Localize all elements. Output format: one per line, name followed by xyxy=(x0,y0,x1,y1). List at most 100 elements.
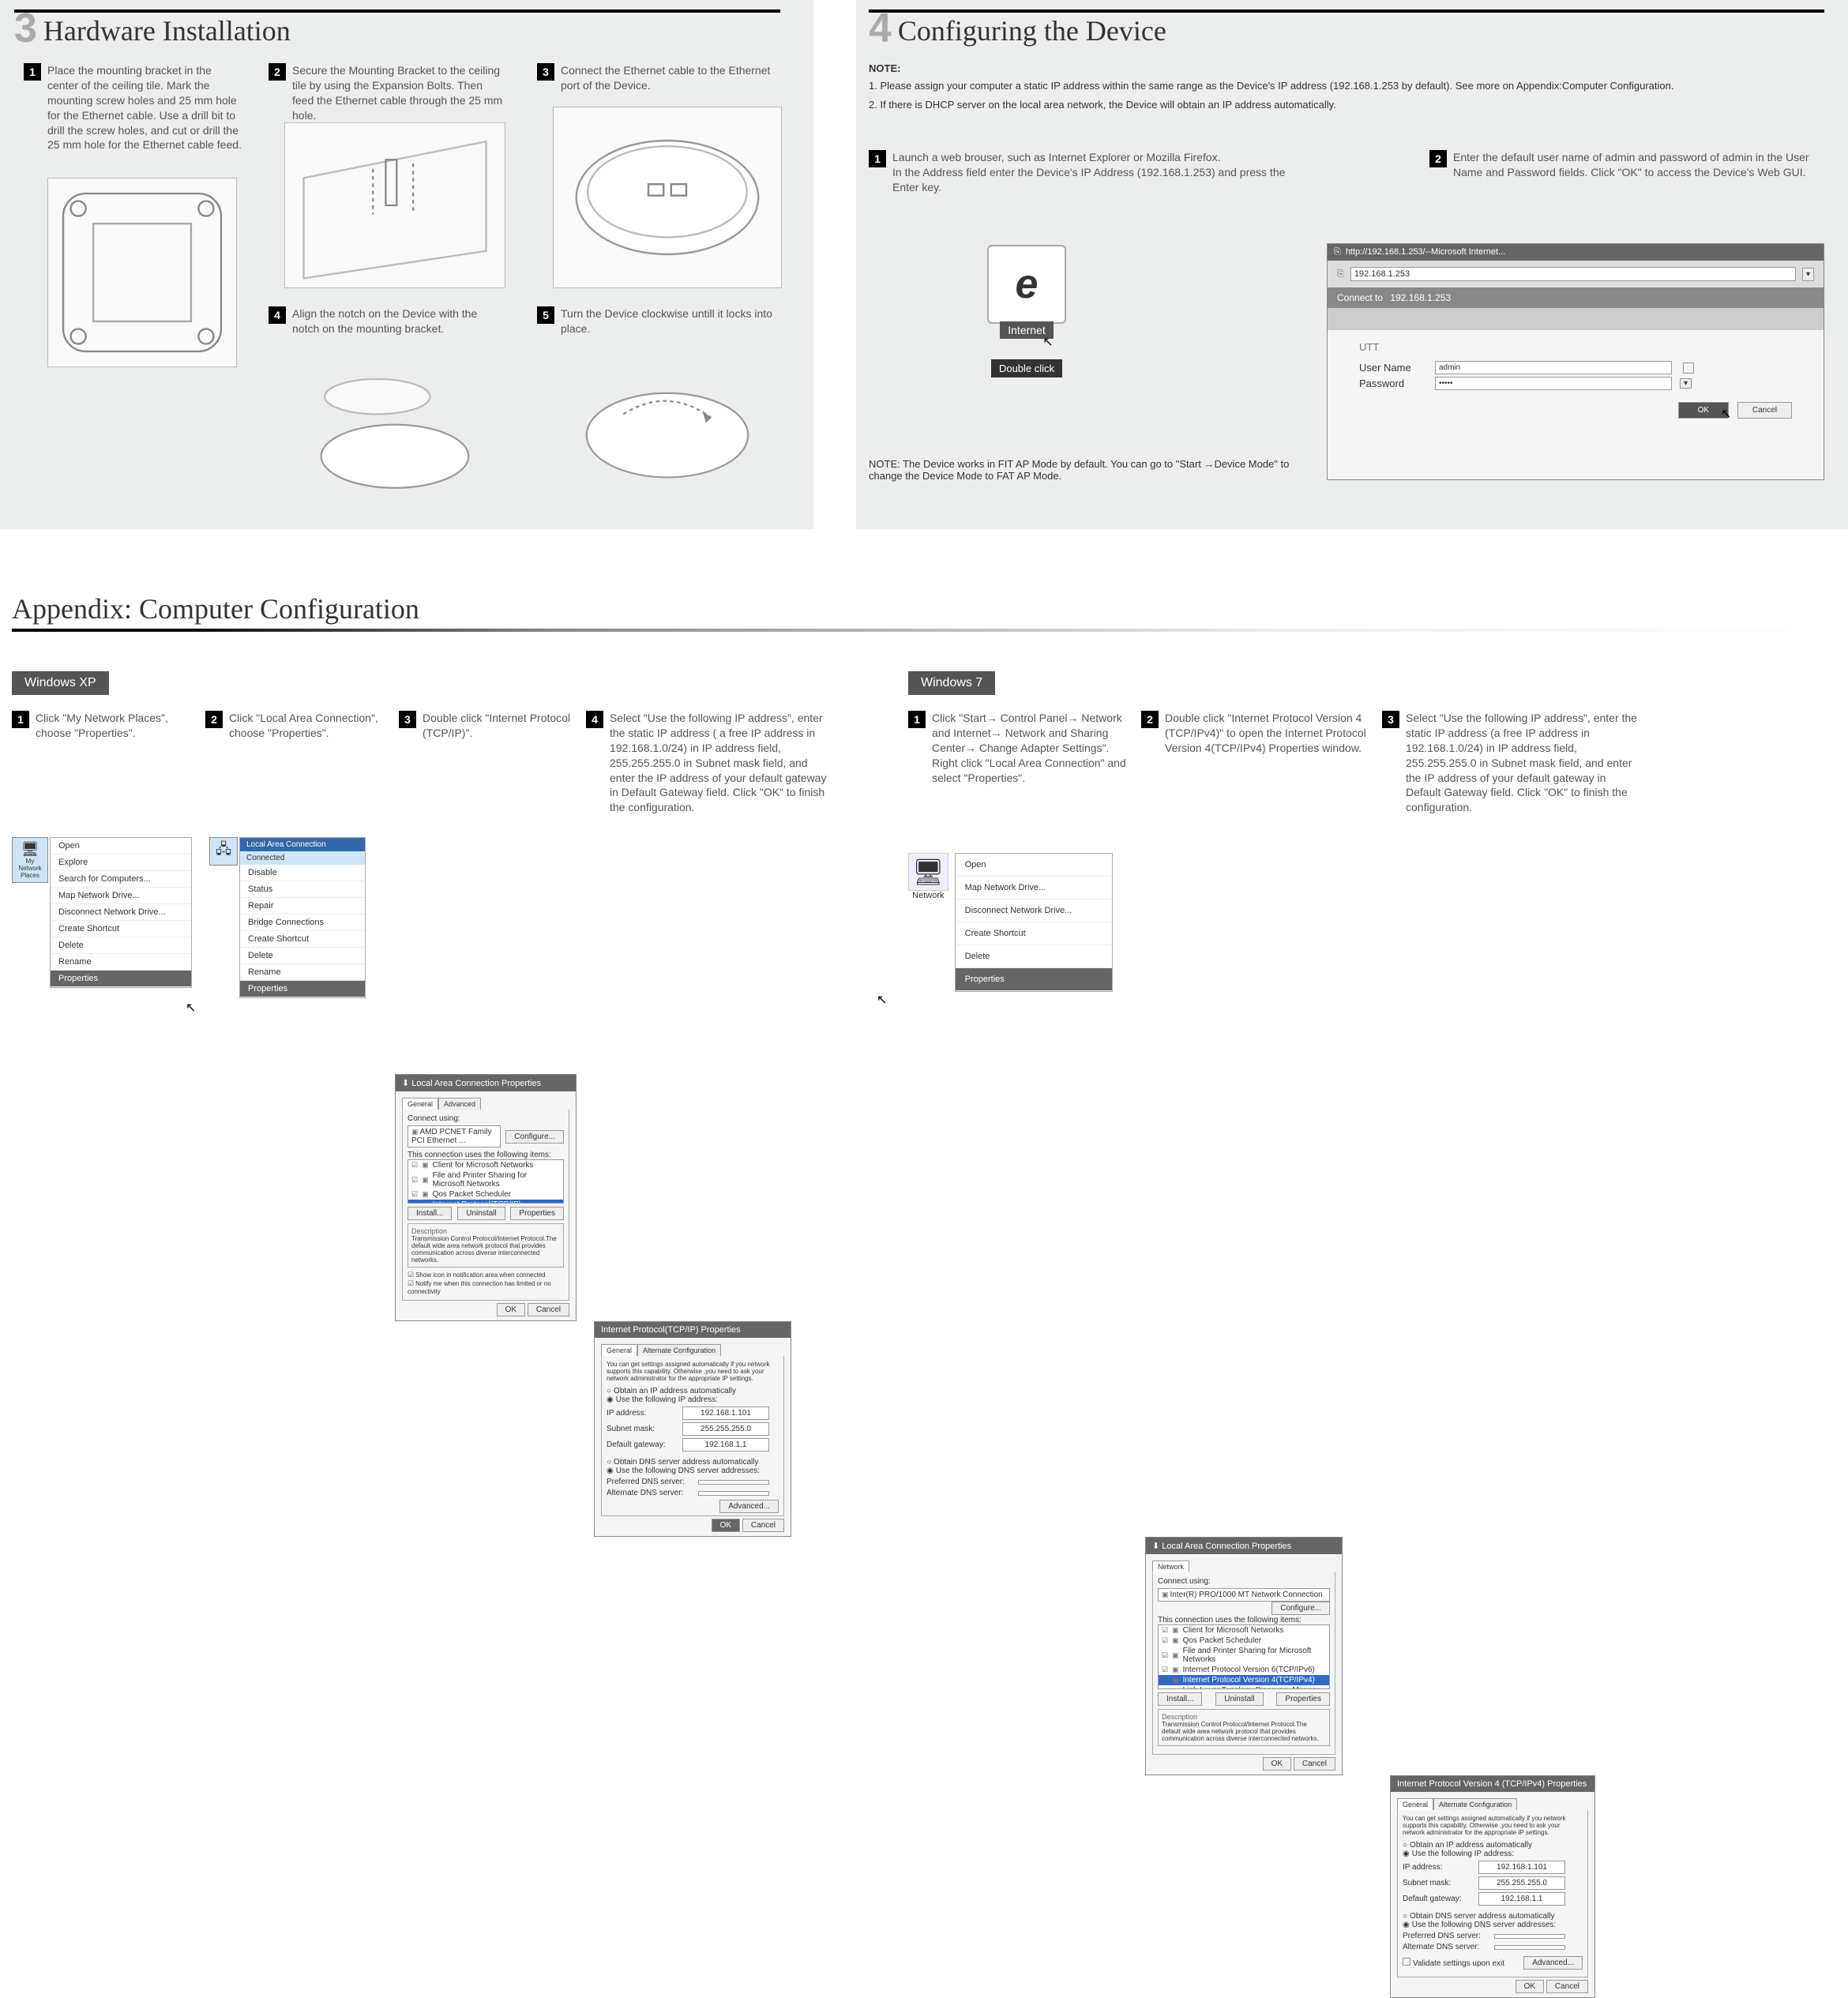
menu-item[interactable]: Disconnect Network Drive... xyxy=(956,899,1112,922)
tab-general[interactable]: General xyxy=(402,1098,438,1110)
validate-check[interactable]: Validate settings upon exit xyxy=(1413,1959,1504,1968)
obtain-dns-radio[interactable]: Obtain DNS server address automatically xyxy=(614,1458,758,1467)
menu-item[interactable]: Repair xyxy=(240,898,365,914)
w7-step3-text: Select "Use the following IP address", e… xyxy=(1406,711,1643,815)
notify-check[interactable]: Notify me when this connection has limit… xyxy=(408,1280,551,1295)
cancel-button[interactable]: Cancel xyxy=(1737,402,1792,419)
menu-item[interactable]: Bridge Connections xyxy=(240,914,365,931)
menu-item[interactable]: Create Shortcut xyxy=(51,921,191,937)
lac-icon[interactable]: 🖧 xyxy=(209,837,238,866)
ip-input[interactable]: 192.168.1.101 xyxy=(1478,1861,1565,1874)
password-input[interactable]: ••••• xyxy=(1435,377,1672,390)
note1-text: 1. Please assign your computer a static … xyxy=(869,79,1824,93)
mask-input[interactable]: 255.255.255.0 xyxy=(1478,1876,1565,1890)
menu-item[interactable]: Rename xyxy=(51,954,191,971)
cancel-button[interactable]: Cancel xyxy=(528,1303,569,1316)
password-dropdown[interactable]: ▾ xyxy=(1680,378,1692,389)
tab-network[interactable]: Network xyxy=(1152,1560,1189,1572)
menu-item[interactable]: Delete xyxy=(240,948,365,964)
properties-button[interactable]: Properties xyxy=(1276,1692,1330,1706)
gw-input[interactable]: 192.168.1.1 xyxy=(682,1438,769,1452)
menu-item[interactable]: Create Shortcut xyxy=(956,922,1112,945)
ok-button[interactable]: OK xyxy=(712,1519,740,1532)
menu-item[interactable]: Open xyxy=(956,854,1112,877)
menu-item[interactable]: Map Network Drive... xyxy=(51,888,191,904)
address-bar[interactable]: 192.168.1.253 xyxy=(1350,267,1796,281)
cancel-button[interactable]: Cancel xyxy=(1546,1980,1588,1993)
uninstall-button[interactable]: Uninstall xyxy=(1215,1692,1263,1706)
advanced-button[interactable]: Advanced... xyxy=(1523,1956,1583,1970)
lac-title: Local Area Connection xyxy=(240,838,365,851)
xp-context-menu: Open Explore Search for Computers... Map… xyxy=(50,837,192,988)
tab-advanced[interactable]: Advanced xyxy=(438,1098,481,1110)
tab-general[interactable]: General xyxy=(601,1344,637,1356)
xp-step1-text: Click "My Network Places", choose "Prope… xyxy=(36,711,193,741)
menu-item[interactable]: Status xyxy=(240,881,365,898)
gw-input[interactable]: 192.168.1.1 xyxy=(1478,1892,1565,1906)
menu-item[interactable]: Search for Computers... xyxy=(51,871,191,888)
menu-item-properties[interactable]: Properties xyxy=(956,968,1112,991)
cursor-icon: ↖ xyxy=(186,1000,196,1016)
my-network-places-icon[interactable]: 🖥 xyxy=(16,841,44,858)
dlg-title: ⬇ Local Area Connection Properties xyxy=(1146,1538,1342,1554)
configure-button[interactable]: Configure... xyxy=(1271,1602,1330,1615)
uses-label: This connection uses the following items… xyxy=(1158,1616,1330,1624)
obtain-ip-radio[interactable]: Obtain an IP address automatically xyxy=(1410,1841,1532,1850)
menu-item[interactable]: Rename xyxy=(240,964,365,981)
obtain-ip-radio[interactable]: Obtain an IP address automatically xyxy=(614,1387,736,1395)
adapter-name: Inter(R) PRO/1000 MT Network Connection xyxy=(1170,1591,1323,1599)
cancel-button[interactable]: Cancel xyxy=(742,1519,784,1532)
note-bottom: NOTE: The Device works in FIT AP Mode by… xyxy=(869,458,1289,482)
menu-item-properties[interactable]: Properties xyxy=(51,971,191,987)
configure-button[interactable]: Configure... xyxy=(505,1130,564,1144)
menu-item[interactable]: Disable xyxy=(240,865,365,881)
xp-step4-num: 4 xyxy=(586,711,603,728)
use-dns-radio[interactable]: Use the following DNS server addresses: xyxy=(1412,1921,1556,1929)
tab-alt[interactable]: Alternate Configuration xyxy=(637,1344,721,1356)
ip-input[interactable]: 192.168.1.101 xyxy=(682,1406,769,1420)
use-dns-radio[interactable]: Use the following DNS server addresses: xyxy=(616,1467,760,1475)
step3-5-text: Turn the Device clockwise untill it lock… xyxy=(561,306,774,336)
network-icon[interactable]: 🖥 xyxy=(908,853,948,891)
double-click-label: Double click xyxy=(991,359,1062,377)
go-button[interactable]: ▾ xyxy=(1802,268,1814,281)
tab-alt[interactable]: Alternate Configuration xyxy=(1433,1798,1517,1810)
ok-button[interactable]: OK xyxy=(497,1303,525,1316)
xp-step3-text: Double click "Internet Protocol (TCP/IP)… xyxy=(423,711,573,741)
use-ip-radio[interactable]: Use the following IP address: xyxy=(1412,1850,1514,1858)
use-ip-radio[interactable]: Use the following IP address: xyxy=(616,1395,718,1404)
cancel-button[interactable]: Cancel xyxy=(1294,1757,1335,1771)
install-button[interactable]: Install... xyxy=(1158,1692,1202,1706)
w7-step2-num: 2 xyxy=(1141,711,1159,728)
menu-item[interactable]: Map Network Drive... xyxy=(956,877,1112,899)
menu-item[interactable]: Open xyxy=(51,838,191,854)
connect-using-label: Connect using: xyxy=(408,1114,564,1123)
section3-number: 3 xyxy=(14,8,37,49)
advanced-button[interactable]: Advanced... xyxy=(719,1500,779,1513)
items-listbox[interactable]: Client for Microsoft Networks Qos Packet… xyxy=(1158,1624,1330,1689)
ie-icon[interactable]: e xyxy=(987,245,1066,324)
obtain-dns-radio[interactable]: Obtain DNS server address automatically xyxy=(1410,1912,1554,1921)
menu-item[interactable]: Create Shortcut xyxy=(240,931,365,948)
pref-dns-label: Preferred DNS server: xyxy=(607,1478,693,1486)
ok-button[interactable]: OK xyxy=(1516,1980,1544,1993)
items-listbox[interactable]: Client for Microsoft Networks File and P… xyxy=(408,1159,564,1204)
menu-item[interactable]: Explore xyxy=(51,854,191,871)
ip-label: IP address: xyxy=(1403,1863,1474,1872)
xp-tcpip-properties: Internet Protocol(TCP/IP) Properties Gen… xyxy=(594,1321,791,1537)
uninstall-button[interactable]: Uninstall xyxy=(457,1207,505,1220)
section4-number: 4 xyxy=(869,8,892,49)
ok-button[interactable]: OK xyxy=(1263,1757,1291,1771)
username-input[interactable]: admin xyxy=(1435,361,1672,374)
remember-checkbox[interactable] xyxy=(1683,362,1694,374)
mask-input[interactable]: 255.255.255.0 xyxy=(682,1422,769,1436)
menu-item[interactable]: Disconnect Network Drive... xyxy=(51,904,191,921)
properties-button[interactable]: Properties xyxy=(510,1207,564,1220)
menu-item[interactable]: Delete xyxy=(51,937,191,954)
menu-item-properties[interactable]: Properties xyxy=(240,981,365,997)
info-text: You can get settings assigned automatica… xyxy=(607,1361,779,1382)
menu-item[interactable]: Delete xyxy=(956,945,1112,968)
show-icon-check[interactable]: Show icon in notification area when conn… xyxy=(415,1271,546,1279)
tab-general[interactable]: General xyxy=(1397,1798,1433,1810)
install-button[interactable]: Install... xyxy=(408,1207,452,1220)
